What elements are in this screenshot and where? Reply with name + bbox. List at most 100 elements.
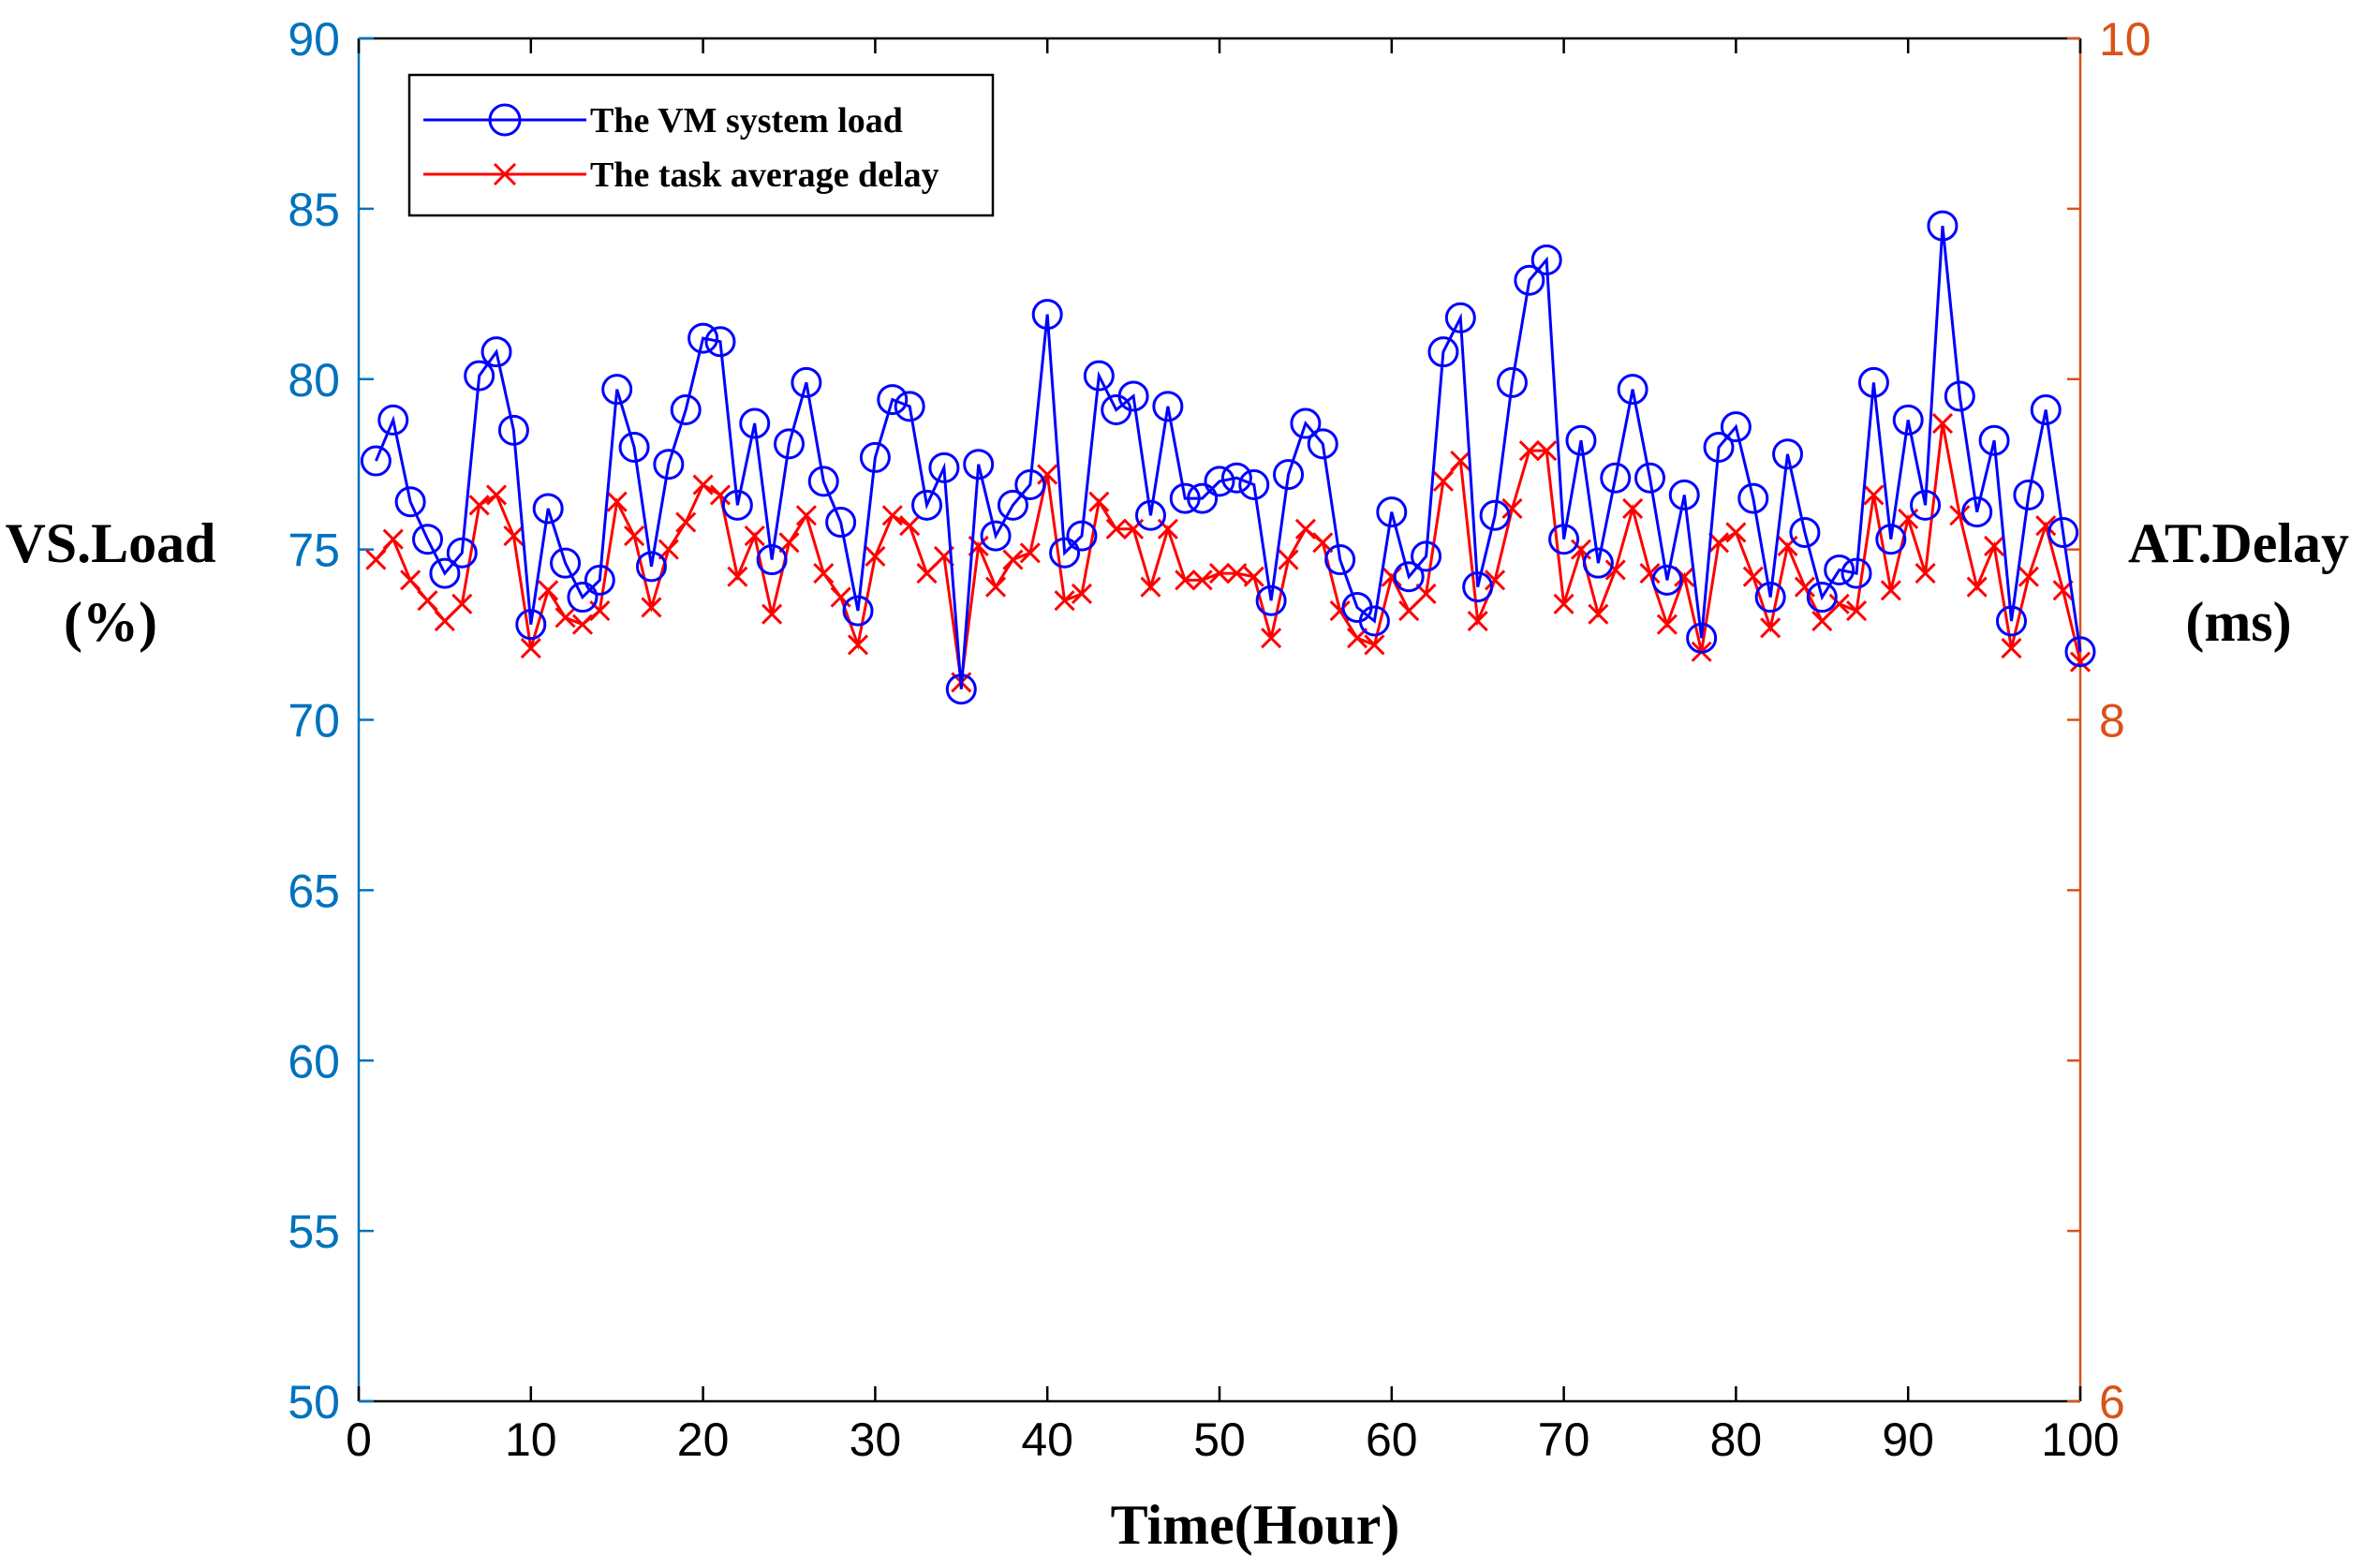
- task-delay-point: [2018, 566, 2039, 587]
- task-delay-point: [1208, 563, 1231, 584]
- task-delay-point: [641, 597, 662, 618]
- task-delay-point: [434, 610, 455, 632]
- task-delay-point: [1105, 518, 1127, 540]
- vm-load-point: [1961, 496, 1993, 528]
- x-tick-label: 10: [505, 1413, 557, 1466]
- vm-load-point: [1840, 557, 1872, 589]
- vm-load-point: [1514, 264, 1545, 296]
- vm-load-point: [1376, 496, 1408, 528]
- task-delay-point: [1002, 549, 1024, 570]
- vm-load-point: [894, 391, 925, 422]
- task-delay-point: [365, 549, 387, 570]
- vm-load-point: [670, 393, 702, 425]
- task-delay-point: [1243, 566, 1264, 587]
- vm-load-point: [1995, 605, 2027, 637]
- x-tick-label: 100: [2041, 1413, 2119, 1466]
- task-delay-point: [1880, 580, 1901, 601]
- x-tick-label: 70: [1538, 1413, 1590, 1466]
- vm-load-point: [1772, 438, 1804, 470]
- vm-load-point: [1944, 380, 1975, 412]
- vm-load-point: [721, 489, 753, 521]
- vm-load-point: [1479, 499, 1511, 531]
- task-delay-point: [1914, 563, 1936, 584]
- y-tick-label: 85: [288, 184, 340, 236]
- vm-load-point: [1273, 459, 1305, 491]
- task-delay-point: [624, 525, 645, 547]
- task-delay-point: [813, 563, 835, 584]
- vm-load-point: [997, 489, 1028, 521]
- task-delay-point: [1485, 570, 1506, 591]
- vm-load-point: [980, 520, 1012, 552]
- y-tick-label: 50: [288, 1376, 340, 1428]
- y-tick-label: 65: [288, 865, 340, 917]
- vm-load-point: [1892, 404, 1924, 436]
- vm-load-point: [1720, 411, 1752, 443]
- left-axis-ticks: 50 55 60 65 70 75 80 85 90: [288, 13, 374, 1428]
- task-delay-point: [1432, 470, 1455, 492]
- vm-load-point: [877, 384, 909, 416]
- right-axis-ticks: 6 8 10: [2067, 13, 2151, 1428]
- series-line-vm-load: [375, 225, 2082, 689]
- vm-load-point: [2030, 393, 2062, 425]
- vm-load-point: [1427, 336, 1459, 368]
- vm-load-point: [1789, 516, 1821, 548]
- x-tick-label: 50: [1193, 1413, 1246, 1466]
- task-delay-point: [1742, 566, 1764, 587]
- task-delay-point: [1261, 628, 1282, 649]
- vm-load-point: [532, 493, 564, 525]
- vm-load-point: [687, 322, 719, 354]
- task-delay-point: [1037, 464, 1058, 485]
- task-delay-point: [1054, 590, 1075, 612]
- vm-load-point: [1582, 547, 1614, 579]
- task-delay-point: [881, 505, 903, 526]
- task-delay-point: [1794, 576, 1815, 598]
- y-tick-label: 90: [288, 13, 340, 66]
- legend-label-vm-load: The VM system load: [590, 101, 903, 141]
- task-delay-point: [1518, 440, 1540, 462]
- task-delay-point: [1019, 542, 1041, 564]
- y2-tick-label: 10: [2099, 13, 2151, 66]
- vm-load-point: [1187, 482, 1219, 514]
- x-tick-label: 30: [850, 1413, 902, 1466]
- task-delay-point: [1845, 600, 1868, 622]
- vm-load-point: [1565, 424, 1597, 456]
- series-layer: [360, 210, 2096, 705]
- vm-load-point: [1462, 571, 1494, 603]
- vm-load-point: [1049, 537, 1081, 569]
- vm-load-point: [1651, 564, 1683, 596]
- task-delay-point: [1501, 497, 1523, 520]
- vm-load-point: [1754, 582, 1786, 614]
- task-delay-point: [2001, 638, 2022, 659]
- vm-load-point: [394, 486, 426, 518]
- vm-load-point: [1634, 462, 1665, 494]
- vm-load-point: [1083, 360, 1115, 392]
- vm-load-point: [791, 366, 822, 398]
- task-delay-point: [1639, 563, 1661, 584]
- x-tick-label: 0: [346, 1413, 372, 1466]
- vm-load-point: [739, 407, 771, 439]
- task-delay-point: [382, 528, 404, 550]
- task-delay-point: [727, 566, 748, 587]
- vm-load-point: [774, 428, 805, 460]
- vm-load-point: [1066, 520, 1098, 552]
- task-delay-point: [1398, 600, 1420, 622]
- vm-load-point: [2064, 636, 2096, 668]
- y-tick-label: 75: [288, 525, 340, 577]
- legend-marker-circle-icon: [488, 103, 522, 137]
- y-tick-label: 70: [288, 695, 340, 747]
- vm-load-point: [1014, 469, 1046, 501]
- vm-load-point: [1737, 482, 1769, 514]
- vm-load-point: [1824, 554, 1855, 585]
- vm-load-point: [550, 547, 582, 579]
- vm-load-point: [1169, 482, 1201, 514]
- y-tick-label: 80: [288, 354, 340, 407]
- task-delay-point: [1140, 576, 1161, 598]
- task-delay-point: [899, 515, 921, 537]
- vm-load-point: [618, 432, 650, 463]
- right-axis-title-line2: (ms): [2185, 591, 2291, 653]
- vm-load-point: [1703, 432, 1735, 463]
- vm-load-point: [1857, 366, 1889, 398]
- task-delay-point: [709, 484, 732, 506]
- task-delay-point: [1760, 617, 1781, 639]
